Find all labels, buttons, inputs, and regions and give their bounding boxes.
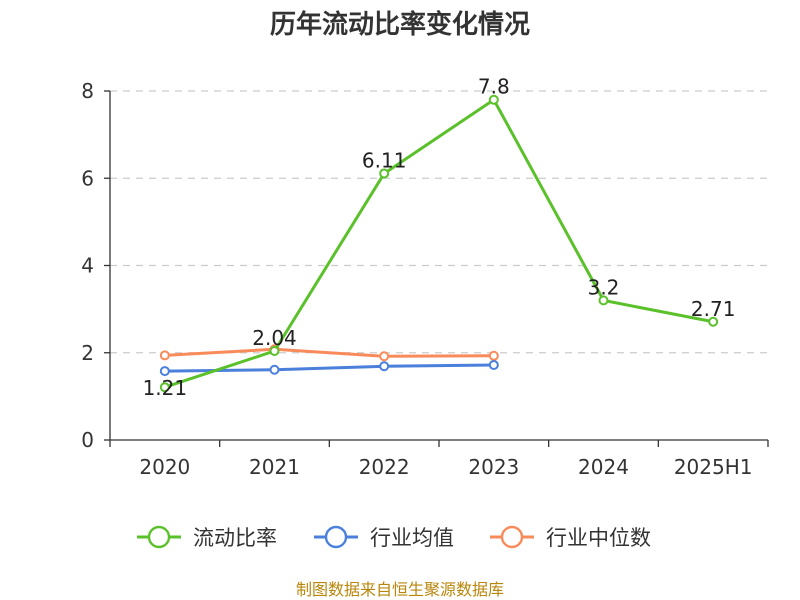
- data-point: [269, 364, 280, 375]
- axes: 0 2 4 6 8 2020 2021 2022 2023 2024 2025H1: [81, 79, 769, 479]
- data-label: 7.8: [478, 75, 510, 99]
- legend-marker: [147, 525, 171, 549]
- data-label: 3.2: [588, 275, 620, 299]
- data-point: [488, 350, 499, 361]
- data-label: 6.11: [362, 148, 407, 172]
- data-point: [379, 351, 390, 362]
- data-labels: 1.21 2.04 6.11 7.8 3.2 2.71: [143, 75, 736, 400]
- legend-label: 行业均值: [370, 526, 454, 550]
- source-note: 制图数据来自恒生聚源数据库: [296, 580, 504, 599]
- grid: [110, 90, 768, 354]
- data-point: [488, 94, 499, 105]
- series-line-0: [164, 98, 714, 389]
- x-tick-label: 2022: [359, 455, 410, 479]
- data-point: [379, 361, 390, 372]
- y-tick-label: 2: [81, 341, 94, 365]
- legend-label: 流动比率: [193, 526, 277, 550]
- x-tick-label: 2025H1: [674, 455, 753, 479]
- data-point: [159, 366, 170, 377]
- data-point: [379, 168, 390, 179]
- y-tick-label: 6: [81, 166, 94, 190]
- series-group: [159, 94, 719, 393]
- legend: 流动比率 行业均值 行业中位数: [137, 525, 651, 550]
- data-label: 1.21: [143, 376, 188, 400]
- data-point: [159, 382, 170, 393]
- x-tick-label: 2023: [468, 455, 519, 479]
- data-label: 2.71: [691, 297, 736, 321]
- y-tick-label: 4: [81, 254, 94, 278]
- legend-label: 行业中位数: [546, 526, 651, 550]
- y-tick-label: 8: [81, 79, 94, 103]
- data-label: 2.04: [252, 326, 297, 350]
- data-point: [269, 346, 280, 357]
- chart-title: 历年流动比率变化情况: [270, 9, 530, 40]
- data-point: [708, 316, 719, 327]
- y-tick-label: 0: [81, 428, 94, 452]
- series-line-2: [164, 347, 494, 358]
- data-point: [159, 350, 170, 361]
- legend-marker: [324, 525, 348, 549]
- x-tick-label: 2021: [249, 455, 300, 479]
- x-tick-label: 2024: [578, 455, 629, 479]
- data-point: [488, 359, 499, 370]
- x-tick-label: 2020: [139, 455, 190, 479]
- legend-marker: [500, 525, 524, 549]
- data-point: [598, 295, 609, 306]
